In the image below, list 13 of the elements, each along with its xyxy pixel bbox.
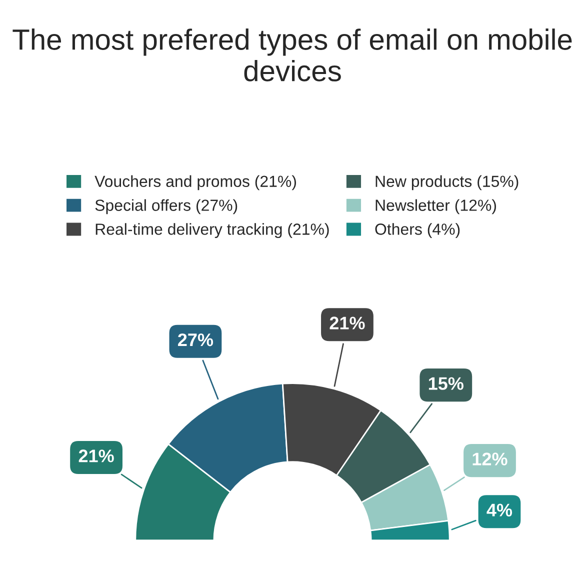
data-label: 27% xyxy=(178,333,214,346)
data-label: 15% xyxy=(428,377,464,390)
legend-label: Special offers (27%) xyxy=(95,199,238,214)
data-label: 4% xyxy=(486,504,512,516)
legend-label: Newsletter (12%) xyxy=(376,199,496,214)
chart-title: The most prefered types of email on mobile devices xyxy=(12,28,572,82)
legend-label: Others (4%) xyxy=(375,223,460,238)
data-label: 21% xyxy=(78,450,114,462)
legend-label: Vouchers and promos (21%) xyxy=(94,175,296,190)
legend-label: Real-time delivery tracking (21%) xyxy=(96,223,329,238)
data-label: 12% xyxy=(472,452,508,466)
legend-label: New products (15%) xyxy=(376,175,518,190)
data-label: 21% xyxy=(330,316,365,330)
